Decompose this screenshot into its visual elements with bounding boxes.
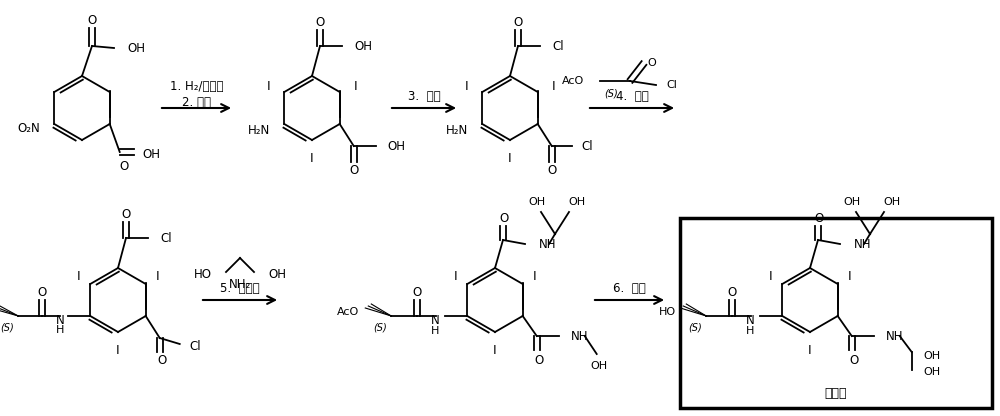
Text: O: O [87, 13, 97, 27]
Text: I: I [310, 151, 314, 164]
Text: 5.  酰胺化: 5. 酰胺化 [220, 282, 260, 295]
Text: H₂N: H₂N [446, 124, 468, 136]
Text: O: O [157, 354, 166, 366]
Text: O: O [499, 211, 509, 225]
Text: OH: OH [354, 40, 372, 52]
Text: I: I [808, 344, 812, 357]
Text: (S): (S) [374, 323, 387, 333]
Text: O: O [648, 58, 656, 68]
Text: O: O [349, 163, 358, 176]
Text: O: O [513, 15, 523, 29]
Text: (S): (S) [1, 323, 14, 333]
Text: I: I [552, 79, 555, 92]
Text: O: O [121, 208, 131, 220]
Text: OH: OH [528, 197, 546, 207]
Text: H: H [746, 326, 754, 336]
Text: OH: OH [883, 197, 901, 207]
Text: NH₂: NH₂ [229, 277, 251, 290]
Text: I: I [769, 270, 772, 282]
Text: Cl: Cl [160, 231, 172, 245]
Text: O: O [849, 354, 858, 366]
Text: Cl: Cl [552, 40, 564, 52]
Text: 3.  氯化: 3. 氯化 [408, 89, 440, 102]
Text: (S): (S) [689, 323, 702, 333]
Text: H: H [431, 326, 439, 336]
Text: I: I [848, 270, 851, 282]
Text: I: I [116, 344, 120, 357]
Text: O: O [814, 211, 824, 225]
Text: OH: OH [268, 267, 286, 280]
Text: NH: NH [539, 238, 556, 250]
Text: Cl: Cl [582, 139, 593, 153]
Text: N: N [56, 314, 64, 327]
Text: 6.  水解: 6. 水解 [613, 282, 646, 295]
Text: O: O [38, 285, 47, 299]
Text: 4.  酰化: 4. 酰化 [616, 89, 648, 102]
Text: O₂N: O₂N [18, 121, 40, 134]
Text: OH: OH [143, 149, 161, 161]
Text: H: H [56, 325, 64, 335]
Text: Cl: Cl [666, 80, 677, 90]
Text: O: O [119, 159, 128, 173]
Text: 2. 碘化: 2. 碘化 [182, 96, 211, 109]
Text: O: O [413, 285, 422, 299]
Text: OH: OH [924, 367, 941, 377]
Text: N: N [746, 314, 754, 327]
Text: HO: HO [659, 307, 676, 317]
Text: OH: OH [843, 197, 861, 207]
FancyBboxPatch shape [680, 218, 992, 408]
Text: I: I [354, 79, 357, 92]
Text: I: I [533, 270, 536, 282]
Text: AcO: AcO [337, 307, 359, 317]
Text: I: I [454, 270, 457, 282]
Text: HO: HO [194, 267, 212, 280]
Text: NH: NH [886, 329, 903, 342]
Text: N: N [431, 314, 439, 327]
Text: I: I [267, 79, 270, 92]
Text: O: O [728, 285, 737, 299]
Text: O: O [315, 15, 325, 29]
Text: I: I [77, 270, 80, 282]
Text: 1. H₂/催化剂: 1. H₂/催化剂 [170, 79, 223, 92]
Text: OH: OH [590, 361, 607, 371]
Text: I: I [156, 270, 159, 282]
Text: OH: OH [924, 351, 941, 361]
Text: O: O [534, 354, 543, 366]
Text: (S): (S) [604, 88, 618, 98]
Text: NH: NH [571, 329, 588, 342]
Text: I: I [493, 344, 497, 357]
Text: OH: OH [127, 42, 145, 54]
Text: OH: OH [568, 197, 586, 207]
Text: I: I [508, 151, 512, 164]
Text: H₂N: H₂N [248, 124, 270, 136]
Text: I: I [465, 79, 468, 92]
Text: AcO: AcO [562, 76, 584, 86]
Text: 碘帕醇: 碘帕醇 [825, 387, 847, 400]
Text: O: O [547, 163, 556, 176]
Text: OH: OH [388, 139, 406, 153]
Text: NH: NH [854, 238, 872, 250]
Text: Cl: Cl [190, 339, 201, 352]
